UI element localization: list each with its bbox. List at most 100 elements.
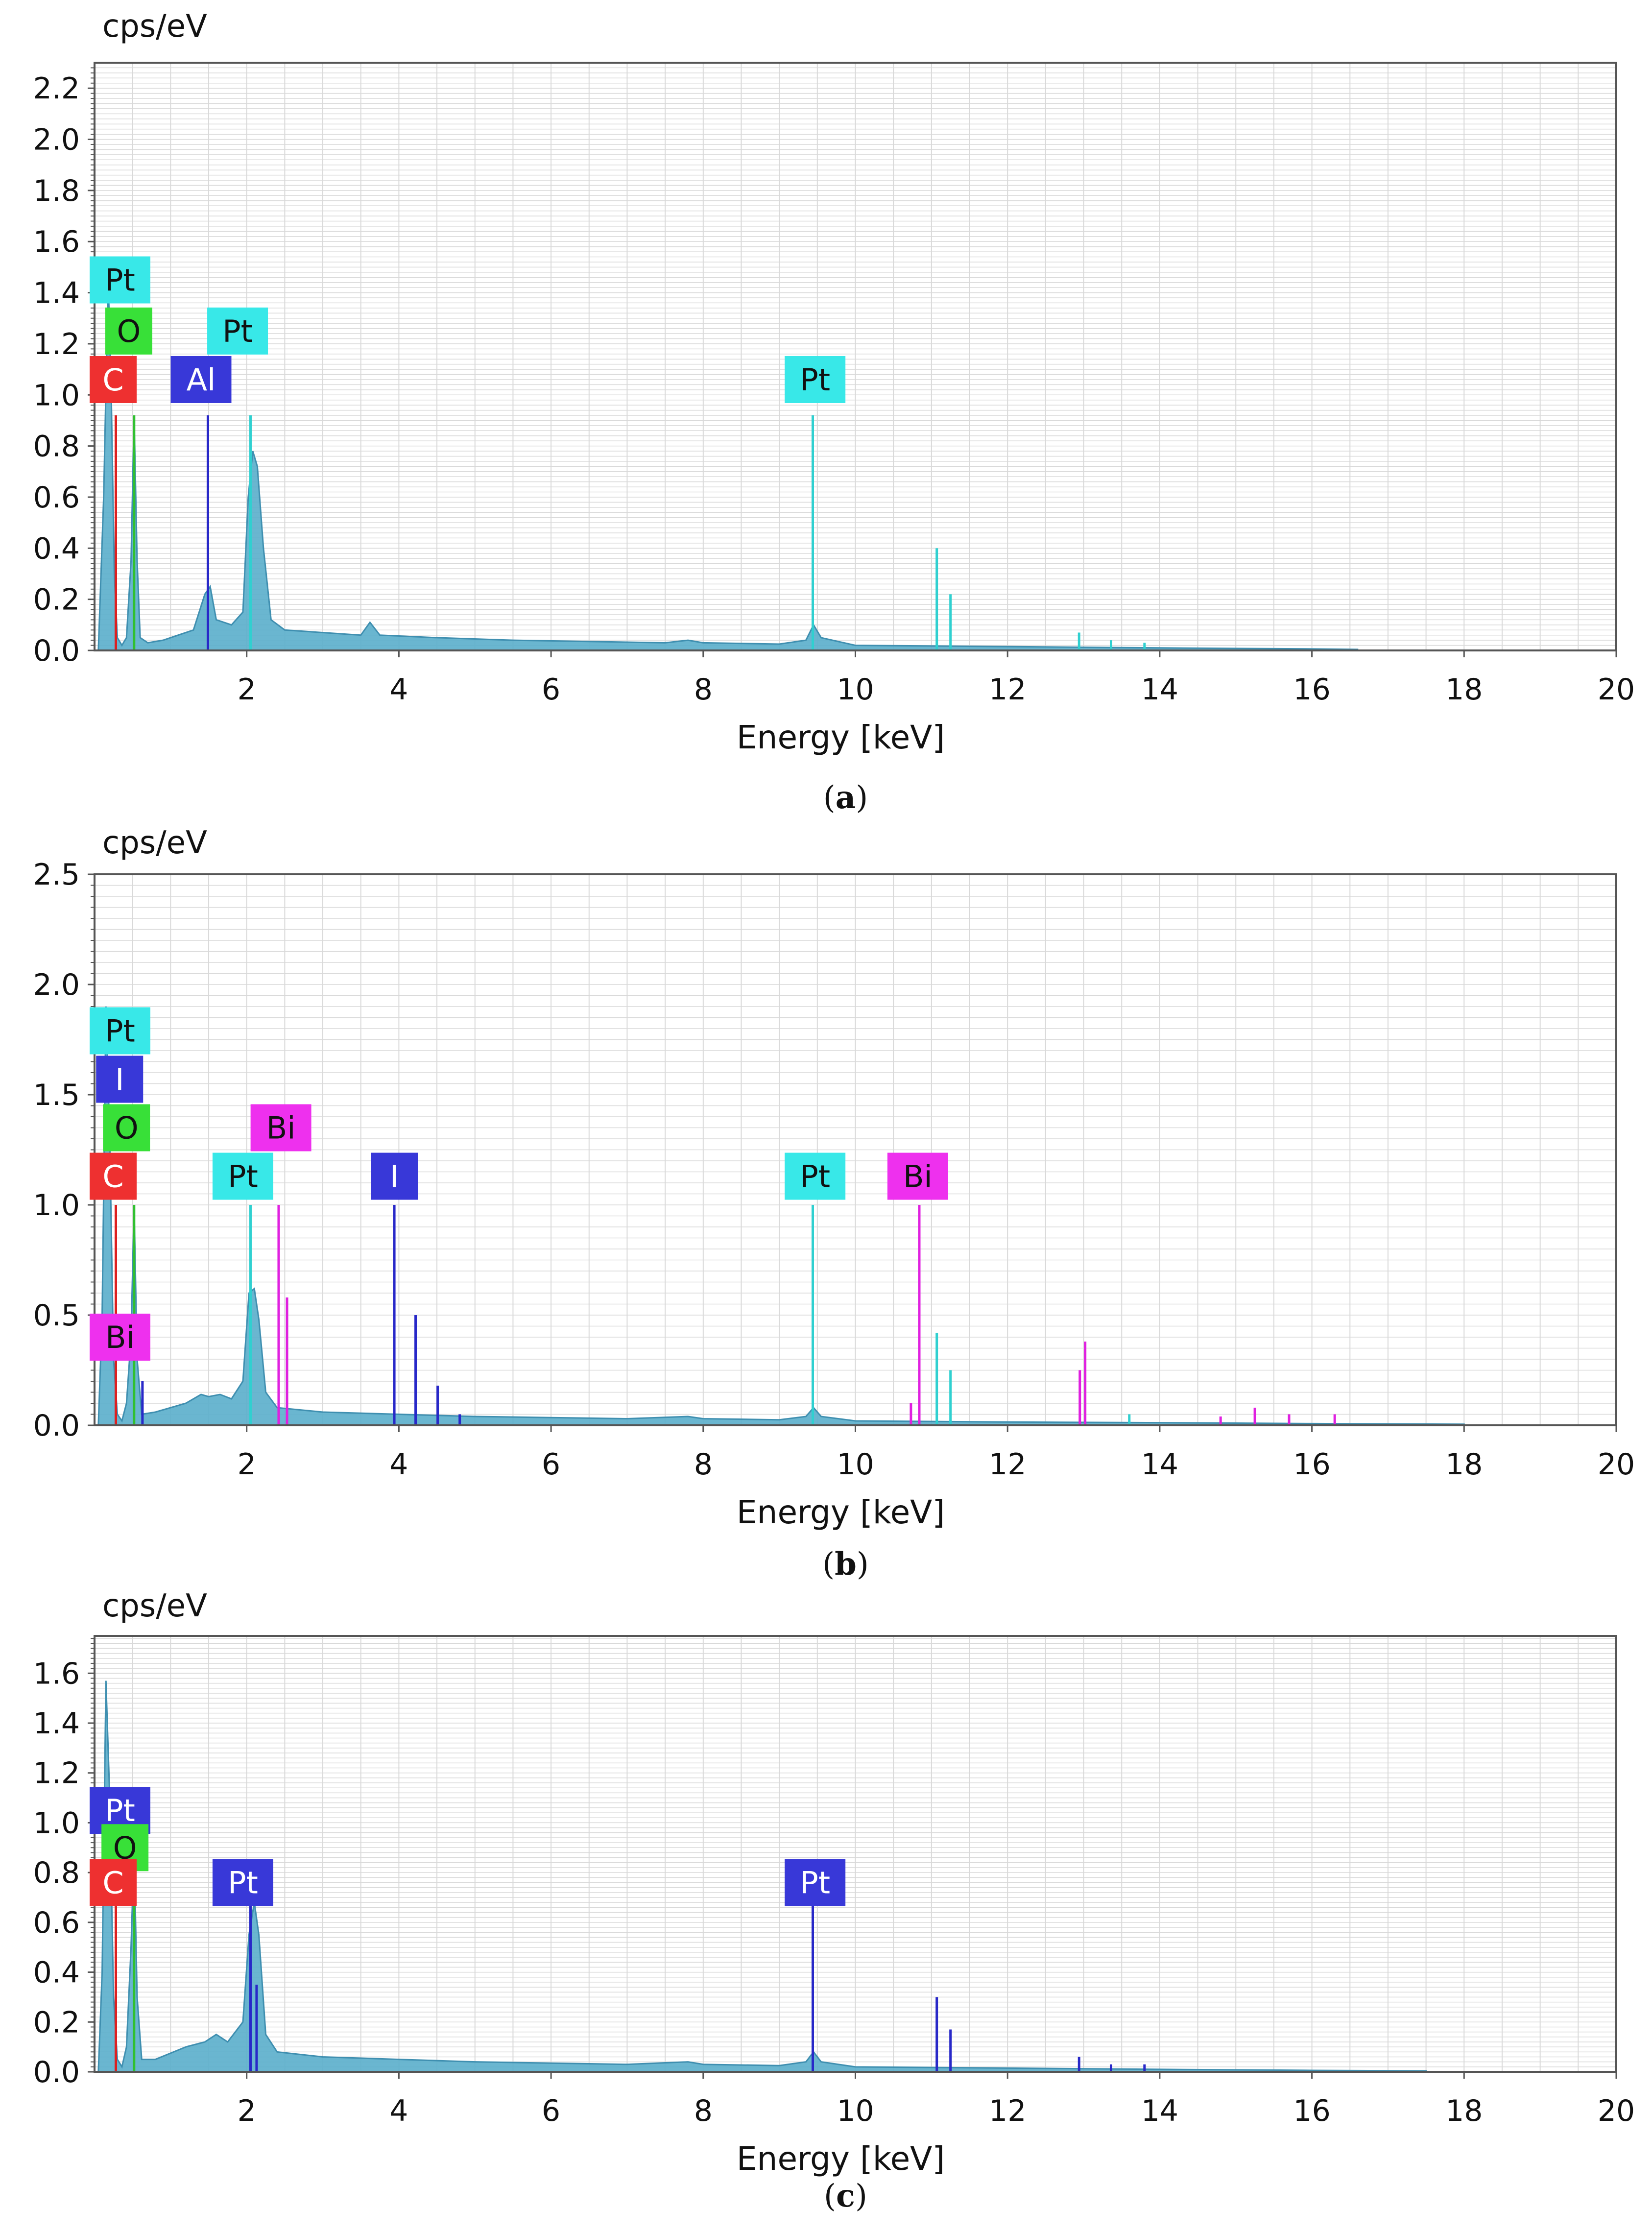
element-label-box — [785, 1152, 846, 1200]
element-label-c: C — [90, 1859, 137, 1906]
element-label-box — [90, 1152, 137, 1200]
element-label-box — [371, 1152, 418, 1200]
x-tick-label: 14 — [1141, 1447, 1178, 1482]
element-label-pt: Pt — [212, 1859, 273, 1906]
element-label-pt: Pt — [212, 1152, 273, 1200]
x-tick-label: 12 — [989, 1447, 1026, 1482]
element-label-text: I — [115, 1062, 124, 1098]
element-label-text: Pt — [800, 1865, 830, 1900]
element-label-text: Al — [187, 362, 216, 398]
x-tick-label: 6 — [542, 1447, 560, 1482]
y-tick-label: 0.8 — [33, 1856, 80, 1890]
spectrum-area — [97, 280, 1359, 651]
element-label-box — [212, 1152, 273, 1200]
y-tick-label: 1.2 — [33, 1756, 80, 1791]
x-tick-label: 10 — [837, 2094, 874, 2128]
element-label-box — [250, 1104, 311, 1152]
x-tick-label: 2 — [238, 1447, 256, 1482]
element-label-box — [170, 356, 232, 403]
x-tick-label: 18 — [1445, 2094, 1483, 2128]
element-label-box — [785, 1859, 846, 1906]
x-tick-label: 16 — [1293, 672, 1330, 707]
element-label-text: C — [102, 362, 123, 398]
x-tick-label: 4 — [389, 1447, 408, 1482]
x-axis-title: Energy [keV] — [737, 1493, 945, 1531]
x-tick-label: 14 — [1141, 672, 1178, 707]
element-label-box — [103, 1104, 150, 1152]
panel-caption: (a) — [823, 779, 868, 816]
element-label-box — [212, 1859, 273, 1906]
spectrum-area — [97, 1680, 1427, 2073]
x-tick-label: 10 — [837, 1447, 874, 1482]
y-tick-label: 0.4 — [33, 531, 80, 566]
element-label-text: Bi — [105, 1320, 135, 1355]
y-tick-label: 0.8 — [33, 430, 80, 464]
y-axis-unit-label: cps/eV — [102, 825, 207, 861]
element-label-text: Pt — [222, 313, 253, 349]
element-label-c: C — [90, 356, 137, 403]
x-tick-label: 4 — [389, 672, 408, 707]
element-label-text: O — [117, 313, 141, 349]
x-tick-label: 16 — [1293, 2094, 1330, 2128]
element-label-i: I — [96, 1056, 144, 1103]
y-tick-label: 1.6 — [33, 1656, 80, 1691]
element-label-text: Pt — [105, 1793, 135, 1828]
element-label-box — [90, 256, 150, 304]
element-label-text: Pt — [800, 1159, 830, 1195]
element-label-box — [887, 1152, 948, 1200]
element-label-box — [207, 307, 268, 355]
element-label-text: C — [102, 1865, 123, 1900]
element-label-text: Bi — [903, 1159, 933, 1195]
x-tick-label: 20 — [1598, 2094, 1635, 2128]
element-label-pt: Pt — [90, 256, 150, 304]
x-axis-title: Energy [keV] — [737, 719, 945, 756]
element-label-box — [90, 1859, 137, 1906]
element-label-text: Pt — [228, 1865, 258, 1900]
y-tick-label: 1.0 — [33, 1188, 80, 1223]
y-tick-label: 1.4 — [33, 1706, 80, 1741]
element-label-box — [105, 307, 152, 355]
panel-caption: (c) — [824, 2178, 867, 2214]
y-tick-label: 2.0 — [33, 123, 80, 157]
spectrum-area — [97, 1006, 1465, 1426]
chart-panel-c: 0.0 0.2 0.4 0.6 0.8 1.0 1.2 1.4 1.6 2 4 6 8 10 12 14 16 1… — [33, 1588, 1635, 2214]
x-axis-title: Energy [keV] — [737, 2140, 945, 2178]
x-tick-label: 4 — [389, 2094, 408, 2128]
element-label-text: O — [115, 1110, 139, 1146]
element-label-text: Pt — [228, 1159, 258, 1195]
element-label-box — [90, 1314, 150, 1361]
element-label-bi: Bi — [250, 1104, 311, 1152]
y-tick-label: 2.5 — [33, 858, 80, 892]
x-tick-label: 20 — [1598, 672, 1635, 707]
element-label-bi: Bi — [90, 1314, 150, 1361]
y-tick-label: 1.5 — [33, 1078, 80, 1112]
y-tick-label: 2.2 — [33, 72, 80, 106]
element-label-pt: Pt — [785, 1152, 846, 1200]
x-tick-label: 14 — [1141, 2094, 1178, 2128]
element-label-pt: Pt — [207, 307, 268, 355]
x-tick-label: 6 — [542, 672, 560, 707]
element-label-text: Pt — [105, 1013, 135, 1049]
y-tick-label: 0.0 — [33, 1409, 80, 1443]
y-tick-label: 0.4 — [33, 1956, 80, 1990]
element-label-box — [785, 356, 846, 403]
y-tick-label: 1.8 — [33, 174, 80, 208]
element-label-box — [90, 356, 137, 403]
x-tick-label: 16 — [1293, 1447, 1330, 1482]
y-tick-label: 1.2 — [33, 327, 80, 361]
x-tick-label: 6 — [542, 2094, 560, 2128]
x-tick-label: 8 — [694, 672, 713, 707]
y-tick-label: 1.4 — [33, 276, 80, 311]
panel-caption: (b) — [822, 1546, 869, 1583]
y-tick-label: 1.0 — [33, 1806, 80, 1840]
y-tick-label: 1.6 — [33, 225, 80, 259]
x-tick-label: 18 — [1445, 1447, 1483, 1482]
element-label-al: Al — [170, 356, 232, 403]
y-axis-unit-label: cps/eV — [102, 1588, 207, 1624]
element-label-pt: Pt — [90, 1007, 150, 1055]
element-label-box — [90, 1007, 150, 1055]
x-tick-label: 2 — [238, 2094, 256, 2128]
y-tick-label: 0.2 — [33, 583, 80, 617]
element-label-o: O — [105, 307, 152, 355]
